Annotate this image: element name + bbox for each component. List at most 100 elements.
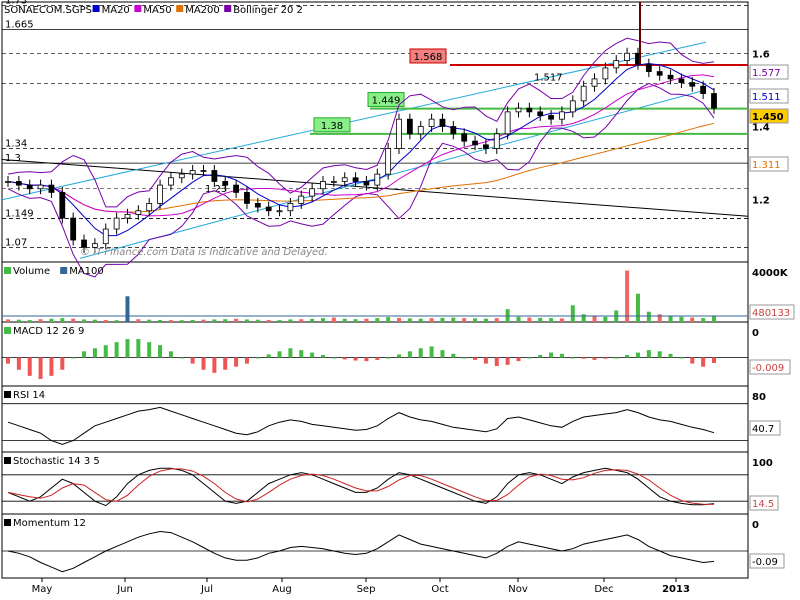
candle [157, 184, 163, 204]
volume-bar [71, 318, 76, 322]
candle [200, 170, 207, 172]
right-badge: 1.311 [752, 160, 781, 171]
candle [678, 78, 685, 83]
macd-bar [277, 351, 282, 358]
volume-legend-item: MA100 [69, 266, 104, 277]
volume-bar [668, 315, 673, 322]
candle [569, 100, 576, 113]
level-label: 1.3 [5, 153, 21, 164]
volume-bar [49, 318, 54, 322]
macd-bar [527, 357, 532, 359]
macd-bar [657, 351, 662, 358]
volume-bar [179, 320, 184, 322]
macd-bar [462, 357, 467, 359]
macd-bar [581, 357, 586, 359]
macd-bar [701, 357, 706, 367]
volume-bar [712, 315, 716, 322]
volume-bar [462, 318, 467, 322]
volume-bar [679, 316, 684, 322]
x-tick-label: Jun [116, 584, 133, 595]
candle [168, 177, 174, 186]
volume-bar [538, 317, 543, 322]
macd-bar [201, 357, 206, 370]
ma20-line [7, 62, 715, 237]
macd-bar [570, 357, 575, 359]
macd-bar [418, 348, 423, 358]
candle [124, 213, 131, 219]
candle [559, 111, 565, 120]
volume-bar [473, 318, 478, 322]
macd-bar [342, 357, 347, 360]
candle [211, 170, 218, 182]
trend-line-up-lower [79, 89, 707, 259]
legend-swatch [4, 391, 11, 398]
candle [5, 181, 11, 183]
badge-box [749, 88, 789, 104]
volume-bar [342, 318, 347, 322]
stoch-y-tick: 100 [752, 458, 773, 469]
mom-panel-frame [1, 513, 749, 579]
data-notice: © IT-Finance.com Data is Indicative and … [80, 247, 328, 258]
volume-bar [136, 319, 141, 322]
volume-bar [255, 319, 260, 322]
macd-bar [440, 350, 445, 358]
candle [363, 181, 370, 186]
macd-bar [320, 355, 325, 358]
macd-bar [364, 357, 369, 362]
annotation-138: 1.38 [321, 121, 343, 132]
right-badge: 1.577 [752, 68, 781, 79]
legend-swatch [4, 267, 11, 274]
volume-bar [559, 318, 564, 322]
macd-bar [386, 357, 391, 359]
macd-bar [49, 357, 54, 376]
candle [483, 144, 489, 149]
candle [700, 85, 707, 94]
volume-bar [82, 319, 87, 322]
volume-bar [646, 311, 651, 322]
candle [624, 52, 631, 61]
macd-bar [114, 342, 119, 358]
candle [113, 217, 120, 230]
candle [374, 173, 381, 186]
rsi-y-tick: 80 [752, 392, 766, 403]
macd-bar [92, 348, 97, 358]
macd-bar [190, 357, 195, 364]
price-legend-item: MA200 [185, 5, 220, 16]
volume-bar [375, 318, 380, 322]
volume-bar [158, 319, 163, 322]
candle [341, 177, 348, 182]
stoch-badge: 14.5 [752, 499, 774, 510]
candle [15, 181, 22, 186]
volume-bar [299, 319, 304, 322]
volume-bar [690, 317, 695, 322]
macd-bar [679, 357, 684, 359]
candle [526, 107, 533, 113]
volume-bar [16, 319, 21, 322]
candle [222, 181, 229, 186]
candle [81, 239, 87, 248]
volume-bar [483, 318, 488, 322]
macd-bar [158, 345, 163, 358]
price-y-tick: 1.4 [752, 123, 770, 134]
volume-bar [103, 319, 108, 322]
volume-bar [516, 316, 521, 322]
candle [265, 206, 272, 212]
macd-bar [614, 357, 619, 359]
volume-bar [570, 305, 575, 322]
volume-bar [277, 320, 282, 322]
macd-bar [6, 357, 10, 364]
price-legend-item: Bollinger 20 2 [233, 5, 303, 16]
candle [178, 173, 185, 179]
volume-bar [331, 317, 336, 322]
badge-box [749, 156, 789, 172]
candle [548, 115, 554, 120]
macd-bar [168, 351, 173, 358]
volume-bar [407, 318, 412, 322]
stoch-signal-line [7, 468, 715, 505]
candle [59, 192, 66, 219]
candle [233, 184, 239, 193]
macd-bar [147, 342, 152, 358]
stoch-line [7, 467, 715, 507]
macd-bar [397, 354, 402, 358]
volume-bar [440, 317, 445, 322]
